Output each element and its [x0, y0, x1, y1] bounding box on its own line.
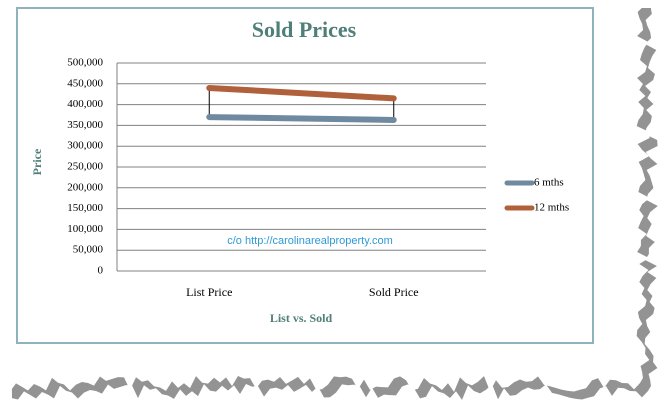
series-line — [206, 114, 397, 123]
chart-frame — [16, 7, 594, 344]
x-axis-title: List vs. Sold — [270, 311, 333, 325]
y-tick-label: 300,000 — [67, 140, 103, 152]
y-tick-label: 450,000 — [67, 77, 103, 89]
y-tick-label: 200,000 — [67, 181, 103, 193]
y-tick-label: 100,000 — [67, 223, 103, 235]
legend-label: 12 mths — [534, 202, 569, 214]
y-tick-label: 250,000 — [67, 161, 103, 173]
series-line — [206, 84, 397, 102]
plot-area: 0 50,000 100,000 150,000 200,000 250,000 300,0… — [67, 57, 569, 299]
y-tick-label: 500,000 — [67, 57, 103, 69]
chart-title: Sold Prices — [252, 17, 357, 42]
x-tick-label: Sold Price — [369, 285, 419, 299]
y-tick-label: 0 — [98, 265, 104, 277]
annotation: c/o http://carolinarealproperty.com — [227, 235, 392, 247]
y-axis-title: Price — [30, 148, 44, 175]
y-tick-label: 350,000 — [67, 119, 103, 131]
y-tick-label: 50,000 — [73, 244, 104, 256]
x-tick-label: List Price — [186, 285, 232, 299]
y-tick-label: 400,000 — [67, 98, 103, 110]
legend-label: 6 mths — [534, 177, 564, 189]
y-tick-label: 150,000 — [67, 202, 103, 214]
